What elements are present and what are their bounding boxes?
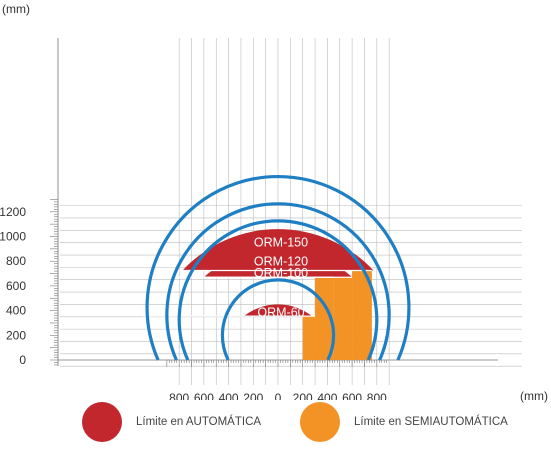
arc-limits-chart: 0 200 400 600 800 1000 1200 800 600 400 200 0 200 400…	[0, 38, 522, 400]
arc-orm-100	[177, 219, 379, 361]
x-tick-label: 600	[194, 391, 214, 400]
x-tick-label: 400	[317, 391, 337, 400]
legend-automatic: Límite en AUTOMÁTICA	[82, 402, 261, 442]
y-tick-label: 200	[6, 328, 26, 342]
arc-orm-120	[165, 202, 391, 361]
x-tick-label: 0	[275, 391, 282, 400]
legend-automatic-label: Límite en AUTOMÁTICA	[136, 416, 262, 428]
y-tick-label: 1000	[0, 230, 26, 244]
x-tick-label: 200	[243, 391, 263, 400]
y-tick-label: 600	[6, 279, 26, 293]
y-axis-unit: (mm)	[2, 2, 30, 16]
legend-automatic-swatch	[82, 402, 122, 442]
x-axis-unit: (mm)	[520, 389, 548, 403]
legend-semiautomatic: Límite en SEMIAUTOMÁTICA	[300, 402, 508, 442]
x-tick-label: 400	[219, 391, 239, 400]
y-tick-label: 1200	[0, 205, 26, 219]
arc-orm-150	[145, 175, 411, 361]
semiauto-band-orm-150	[352, 270, 372, 360]
series-label-orm-150: ORM-150	[254, 235, 308, 249]
semiauto-band-orm-120	[333, 277, 353, 360]
series-label-orm-120: ORM-120	[254, 255, 308, 269]
legend-semiautomatic-label: Límite en SEMIAUTOMÁTICA	[354, 416, 508, 428]
auto-cap-orm-60	[243, 304, 313, 317]
legend-semiautomatic-swatch	[300, 402, 340, 442]
y-tick-label: 800	[6, 254, 26, 268]
series-label-orm-60: ORM-60	[257, 305, 304, 319]
y-tick-label: 400	[6, 304, 26, 318]
x-tick-label: 600	[342, 391, 362, 400]
x-tick-label: 800	[367, 391, 387, 400]
series-label-orm-100: ORM-100	[254, 266, 308, 280]
x-tick-label: 200	[293, 391, 313, 400]
x-tick-label: 800	[169, 391, 189, 400]
arc-orm-60	[220, 278, 336, 361]
y-tick-label: 0	[19, 353, 26, 367]
auto-cap-orm-150	[182, 229, 374, 271]
semiauto-band-orm-60	[302, 316, 316, 360]
